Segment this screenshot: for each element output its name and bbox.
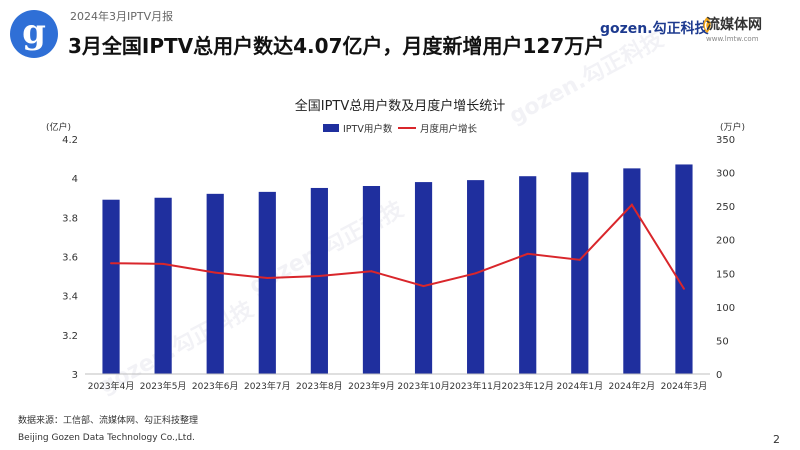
y-left-unit-label: (亿户)	[46, 121, 71, 133]
series-line-growth	[111, 203, 685, 290]
x-tick-label: 2023年5月	[140, 380, 187, 392]
line-point	[474, 272, 477, 275]
line-point	[214, 271, 217, 274]
x-tick-label: 2023年4月	[88, 380, 135, 392]
y-left-tick-label: 4	[72, 174, 78, 185]
legend-bar-swatch	[323, 124, 339, 132]
bar	[675, 164, 693, 374]
bar	[519, 176, 537, 374]
bar	[154, 197, 172, 374]
y-right-tick-label: 100	[716, 303, 735, 314]
y-right-tick-label: 50	[716, 336, 729, 347]
bar	[571, 172, 589, 374]
x-tick-label: 2023年9月	[348, 380, 395, 392]
legend-line-label: 月度用户增长	[420, 123, 478, 135]
bar	[623, 168, 641, 374]
logo-letter: g	[22, 12, 46, 52]
gozen-brand-logo: gozen.勾正科技	[600, 21, 709, 37]
y-left-tick-label: 3.4	[62, 292, 78, 303]
lmtw-logo-icon	[703, 17, 711, 33]
bar	[258, 191, 276, 374]
gozen-g-logo: g	[10, 10, 58, 58]
x-tick-label: 2023年10月	[397, 380, 449, 392]
x-tick-label: 2024年2月	[609, 380, 656, 392]
lmtw-brand-name: 流媒体网	[706, 17, 762, 33]
x-tick-label: 2023年11月	[449, 380, 501, 392]
lmtw-brand-logo: 流媒体网 www.lmtw.com	[706, 14, 762, 43]
page-number: 2	[773, 433, 780, 446]
line-point	[162, 262, 165, 265]
data-source-note: 数据来源：工信部、流媒体网、勾正科技整理	[18, 416, 199, 426]
x-tick-label: 2023年8月	[296, 380, 343, 392]
y-left-tick-label: 4.2	[62, 135, 78, 146]
x-tick-label: 2024年3月	[661, 380, 708, 392]
line-point	[318, 274, 321, 277]
bar	[467, 180, 485, 374]
line-point	[266, 276, 269, 279]
y-left-tick-label: 3.8	[62, 213, 78, 224]
x-tick-label: 2023年12月	[502, 380, 554, 392]
bar	[414, 182, 433, 374]
y-right-tick-label: 0	[716, 370, 722, 381]
legend: IPTV用户数 月度用户增长	[323, 123, 478, 135]
line-point	[578, 258, 581, 261]
line-point	[630, 203, 633, 206]
lmtw-brand-url: www.lmtw.com	[706, 35, 759, 43]
line-point	[110, 262, 113, 265]
y-right-unit-label: (万户)	[720, 121, 745, 133]
x-tick-label: 2024年1月	[556, 380, 603, 392]
legend-bar-label: IPTV用户数	[343, 123, 393, 135]
y-left-tick-label: 3.6	[62, 253, 78, 264]
line-point	[370, 270, 373, 273]
y-right-tick-label: 200	[716, 236, 735, 247]
bar	[102, 199, 120, 374]
y-right-tick-label: 150	[716, 269, 735, 280]
report-label: 2024年3月IPTV月报	[70, 10, 174, 23]
bar	[206, 193, 224, 374]
page-title: 3月全国IPTV总用户数达4.07亿户，月度新增用户127万户	[68, 34, 605, 58]
line-point	[422, 285, 425, 288]
x-tick-label: 2023年6月	[192, 380, 239, 392]
line-point	[526, 252, 529, 255]
bar	[310, 187, 328, 374]
y-right-tick-label: 250	[716, 202, 735, 213]
y-left-tick-label: 3	[72, 370, 78, 381]
line-point	[682, 287, 685, 290]
footer-company: Beijing Gozen Data Technology Co.,Ltd.	[18, 433, 195, 443]
y-left-tick-label: 3.2	[62, 331, 78, 342]
chart-title: 全国IPTV总用户数及月度户增长统计	[295, 98, 506, 114]
header-bar	[0, 0, 800, 70]
y-right-tick-label: 350	[716, 135, 735, 146]
x-tick-label: 2023年7月	[244, 380, 291, 392]
y-right-tick-label: 300	[716, 169, 735, 180]
bar	[362, 186, 381, 374]
